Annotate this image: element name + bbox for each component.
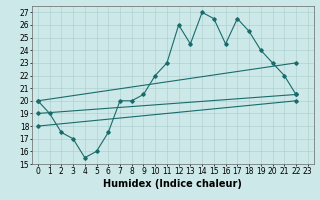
X-axis label: Humidex (Indice chaleur): Humidex (Indice chaleur): [103, 179, 242, 189]
